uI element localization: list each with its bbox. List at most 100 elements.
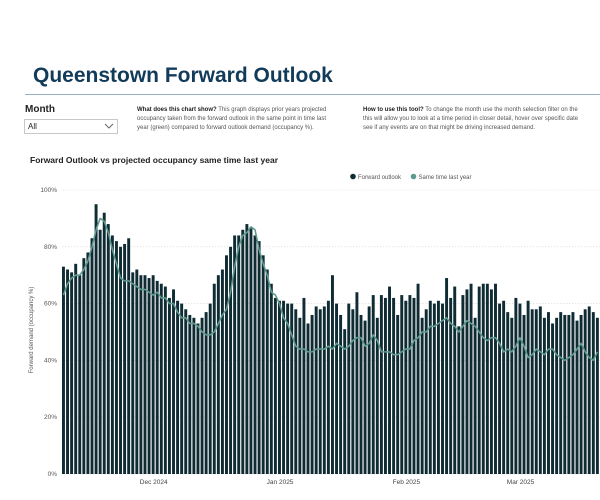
month-select[interactable]: All: [24, 119, 118, 134]
forward-outlook-bar: [290, 303, 294, 474]
forward-outlook-bar: [587, 306, 591, 474]
forward-outlook-bar: [469, 283, 473, 474]
forward-outlook-bar: [102, 212, 106, 474]
forward-outlook-bar: [294, 309, 298, 474]
month-select-value: All: [28, 122, 37, 131]
forward-outlook-bar: [241, 229, 245, 474]
forward-outlook-bar: [273, 297, 277, 474]
forward-outlook-bar: [375, 317, 379, 474]
forward-outlook-bar: [176, 300, 180, 474]
y-tick-label: 20%: [44, 414, 57, 421]
forward-outlook-bar: [481, 283, 485, 474]
y-tick-label: 40%: [44, 357, 57, 364]
forward-outlook-bar: [94, 204, 98, 474]
forward-outlook-bar: [306, 323, 310, 474]
forward-outlook-bar: [62, 266, 65, 474]
forward-outlook-bars: [62, 204, 599, 474]
same-time-last-year-series: [62, 217, 599, 362]
forward-outlook-bar: [567, 314, 571, 474]
same-time-last-year-line: [62, 217, 599, 362]
forward-outlook-bar: [400, 295, 404, 474]
forward-outlook-bar: [465, 289, 469, 474]
forward-outlook-bar: [563, 314, 567, 474]
chevron-down-icon: [104, 123, 114, 129]
forward-outlook-bar: [445, 278, 449, 474]
title-divider: [25, 94, 600, 95]
forward-outlook-bar: [436, 300, 440, 474]
forward-outlook-bar: [571, 312, 575, 474]
forward-outlook-bar: [163, 286, 167, 474]
forward-outlook-bar: [542, 317, 546, 474]
how-to-use-line-2: this will allow you to look at a time pe…: [363, 116, 579, 122]
forward-outlook-bar: [123, 243, 127, 474]
forward-outlook-bar: [551, 323, 555, 474]
forward-outlook-bar: [498, 303, 502, 474]
forward-outlook-bar: [310, 314, 314, 474]
legend-label: Same time last year: [419, 175, 472, 181]
forward-outlook-bar: [216, 275, 220, 474]
forward-outlook-bar: [441, 303, 444, 474]
forward-outlook-bar: [143, 275, 147, 474]
forward-outlook-bar: [200, 317, 204, 474]
forward-outlook-bar: [412, 297, 416, 474]
top-bar: [0, 0, 600, 6]
how-to-use-text: How to use this tool? To change the mont…: [363, 106, 600, 133]
forward-outlook-bar: [506, 312, 510, 474]
forward-outlook-bar: [518, 303, 522, 474]
forward-outlook-bar: [575, 320, 579, 474]
forward-outlook-bar: [404, 300, 408, 474]
forward-outlook-bar: [494, 283, 497, 474]
forward-outlook-bar: [135, 269, 139, 474]
forward-outlook-bar: [477, 286, 481, 474]
forward-outlook-bar: [257, 241, 261, 474]
forward-outlook-bar: [314, 306, 318, 474]
forward-outlook-bar: [82, 258, 86, 474]
forward-outlook-bar: [383, 297, 387, 474]
forward-outlook-bar: [159, 283, 163, 474]
forward-outlook-bar: [204, 312, 208, 474]
forward-outlook-bar: [351, 309, 355, 474]
forward-outlook-bar: [538, 306, 542, 474]
forward-outlook-bar: [298, 317, 302, 474]
chart-legend: Forward outlook Same time last year: [350, 173, 472, 181]
forward-outlook-bar: [151, 275, 155, 474]
occupancy-chart: 0% 20% 40% 60% 80% 100% Dec 2024 Jan 2025 Feb 2…: [29, 173, 600, 486]
forward-outlook-bar: [396, 314, 400, 474]
forward-outlook-bar: [229, 246, 233, 474]
forward-outlook-bar: [347, 303, 351, 474]
forward-outlook-bar: [119, 246, 122, 474]
y-axis-title: Forward demand (occupancy %): [29, 287, 35, 374]
forward-outlook-bar: [70, 272, 74, 474]
forward-outlook-bar: [269, 283, 273, 474]
forward-outlook-bar: [339, 314, 343, 474]
forward-outlook-bar: [192, 317, 196, 474]
forward-outlook-bar: [371, 295, 375, 474]
legend-label: Forward outlook: [358, 175, 402, 181]
forward-outlook-bar: [461, 295, 465, 474]
legend-marker: [410, 173, 417, 180]
forward-outlook-bar: [225, 255, 228, 474]
forward-outlook-bar: [253, 235, 257, 474]
forward-outlook-bar: [282, 300, 286, 474]
forward-outlook-bar: [74, 263, 78, 474]
forward-outlook-bar: [326, 300, 330, 474]
forward-outlook-bar: [278, 300, 281, 474]
legend-marker: [350, 173, 356, 180]
forward-outlook-bar: [286, 303, 290, 474]
forward-outlook-bar: [184, 309, 188, 474]
y-tick-label: 0%: [48, 471, 58, 478]
forward-outlook-bar: [343, 329, 347, 474]
y-tick-label: 80%: [44, 244, 57, 251]
forward-outlook-bar: [355, 292, 359, 474]
forward-outlook-bar: [302, 297, 306, 474]
forward-outlook-bar: [237, 235, 241, 474]
x-tick-label: Dec 2024: [140, 479, 168, 486]
forward-outlook-bar: [265, 269, 269, 474]
forward-outlook-bar: [335, 303, 339, 474]
forward-outlook-bar: [127, 238, 131, 474]
forward-outlook-bar: [420, 317, 424, 474]
forward-outlook-bar: [188, 314, 192, 474]
forward-outlook-bar: [457, 326, 461, 474]
forward-outlook-bar: [245, 224, 249, 474]
forward-outlook-bar: [595, 317, 599, 474]
